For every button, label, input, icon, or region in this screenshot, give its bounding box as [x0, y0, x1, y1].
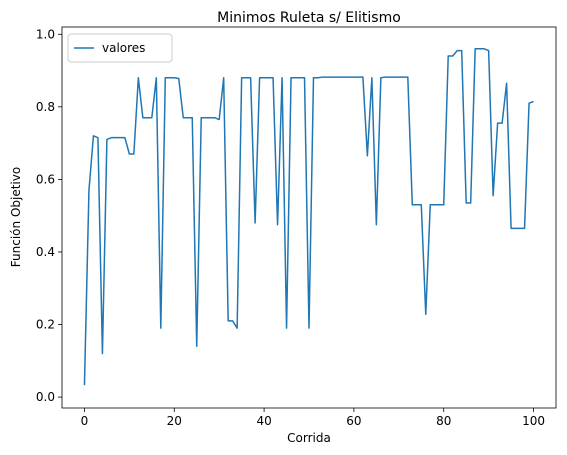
x-tick-label: 100 — [522, 414, 545, 428]
plot-frame — [61, 26, 557, 409]
y-tick-label: 0.8 — [36, 100, 55, 114]
legend-box — [67, 33, 173, 63]
x-tick-label: 20 — [167, 414, 182, 428]
x-tick-label: 60 — [346, 414, 361, 428]
x-tick-label: 80 — [436, 414, 451, 428]
x-tick-label: 40 — [256, 414, 271, 428]
y-tick-label: 0.0 — [36, 390, 55, 404]
line-series — [83, 48, 534, 386]
y-tick-label: 0.2 — [36, 318, 55, 332]
x-tick-label: 0 — [81, 414, 89, 428]
x-axis-label: Corrida — [287, 431, 331, 445]
chart-title: Minimos Ruleta s/ Elitismo — [217, 10, 401, 26]
y-axis-label: Función Objetivo — [9, 167, 23, 267]
legend-label: valores — [102, 41, 145, 55]
y-tick-label: 0.4 — [36, 245, 55, 259]
y-tick-label: 1.0 — [36, 27, 55, 41]
y-tick-label: 0.6 — [36, 172, 55, 186]
